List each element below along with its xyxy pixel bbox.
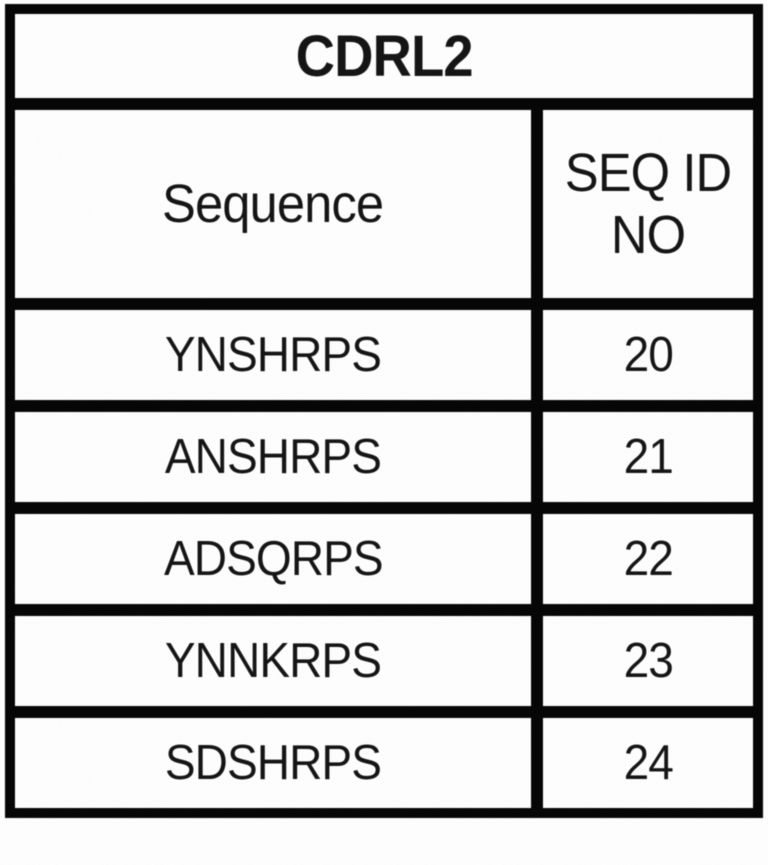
seq-id-value: 21 [623,430,673,484]
seq-id-value: 23 [623,634,673,688]
sequence-cell: ANSHRPS [9,406,537,508]
seq-id-cell: 20 [537,304,759,406]
sequence-cell: SDSHRPS [9,712,537,814]
column-header-sequence: Sequence [9,104,537,304]
column-header-sequence-label: Sequence [162,173,384,234]
sequence-cell: ADSQRPS [9,508,537,610]
seq-id-value: 20 [623,328,673,382]
sequence-value: ANSHRPS [164,430,382,484]
table-title: CDRL2 [295,23,473,89]
column-header-seq-id-no-label: SEQ ID NO [564,142,732,265]
seq-id-cell: 21 [537,406,759,508]
sequence-value: YNNKRPS [164,634,382,688]
sequence-value: YNSHRPS [164,328,382,382]
sequence-value: SDSHRPS [164,736,382,790]
sequence-value: ADSQRPS [163,532,384,586]
sequence-cell: YNSHRPS [9,304,537,406]
cdrl2-sequence-table: CDRL2 Sequence SEQ ID NO YNSHRPS 20 ANSH… [5,4,763,818]
table-title-cell: CDRL2 [9,8,759,104]
seq-id-value: 22 [623,532,673,586]
sequence-cell: YNNKRPS [9,610,537,712]
seq-id-cell: 22 [537,508,759,610]
seq-id-cell: 23 [537,610,759,712]
seq-id-cell: 24 [537,712,759,814]
seq-id-value: 24 [623,736,673,790]
column-header-seq-id-no: SEQ ID NO [537,104,759,304]
